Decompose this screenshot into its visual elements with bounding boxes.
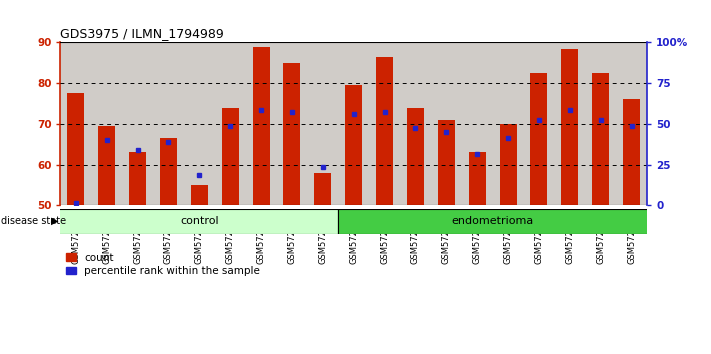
Bar [215,42,246,205]
Bar [623,99,640,205]
Bar [523,42,555,205]
Bar [122,42,153,205]
Bar [461,42,493,205]
Bar [246,42,277,205]
Bar [431,42,461,205]
Bar [60,209,338,234]
Bar [438,120,455,205]
Bar [592,73,609,205]
Bar [616,42,647,205]
Bar [555,42,585,205]
Bar [407,108,424,205]
Bar [191,185,208,205]
Bar [530,73,547,205]
Bar [338,209,647,234]
Bar [184,42,215,205]
Text: disease state: disease state [1,216,66,226]
Legend: count, percentile rank within the sample: count, percentile rank within the sample [65,253,260,276]
Text: GDS3975 / ILMN_1794989: GDS3975 / ILMN_1794989 [60,27,224,40]
Bar [500,124,517,205]
Bar [252,46,269,205]
Bar [376,57,393,205]
Bar [129,152,146,205]
Bar [68,93,85,205]
Bar [222,108,239,205]
Bar [98,126,115,205]
Bar [369,42,400,205]
Bar [469,152,486,205]
Bar [314,173,331,205]
Bar [160,138,177,205]
Bar [60,42,91,205]
Bar [400,42,431,205]
Bar [277,42,307,205]
Text: ▶: ▶ [51,216,59,226]
Bar [493,42,523,205]
Bar [284,63,301,205]
Bar [346,85,362,205]
Bar [153,42,184,205]
Bar [91,42,122,205]
Bar [338,42,369,205]
Text: endometrioma: endometrioma [451,216,534,226]
Bar [307,42,338,205]
Bar [585,42,616,205]
Bar [562,48,578,205]
Text: control: control [180,216,219,226]
